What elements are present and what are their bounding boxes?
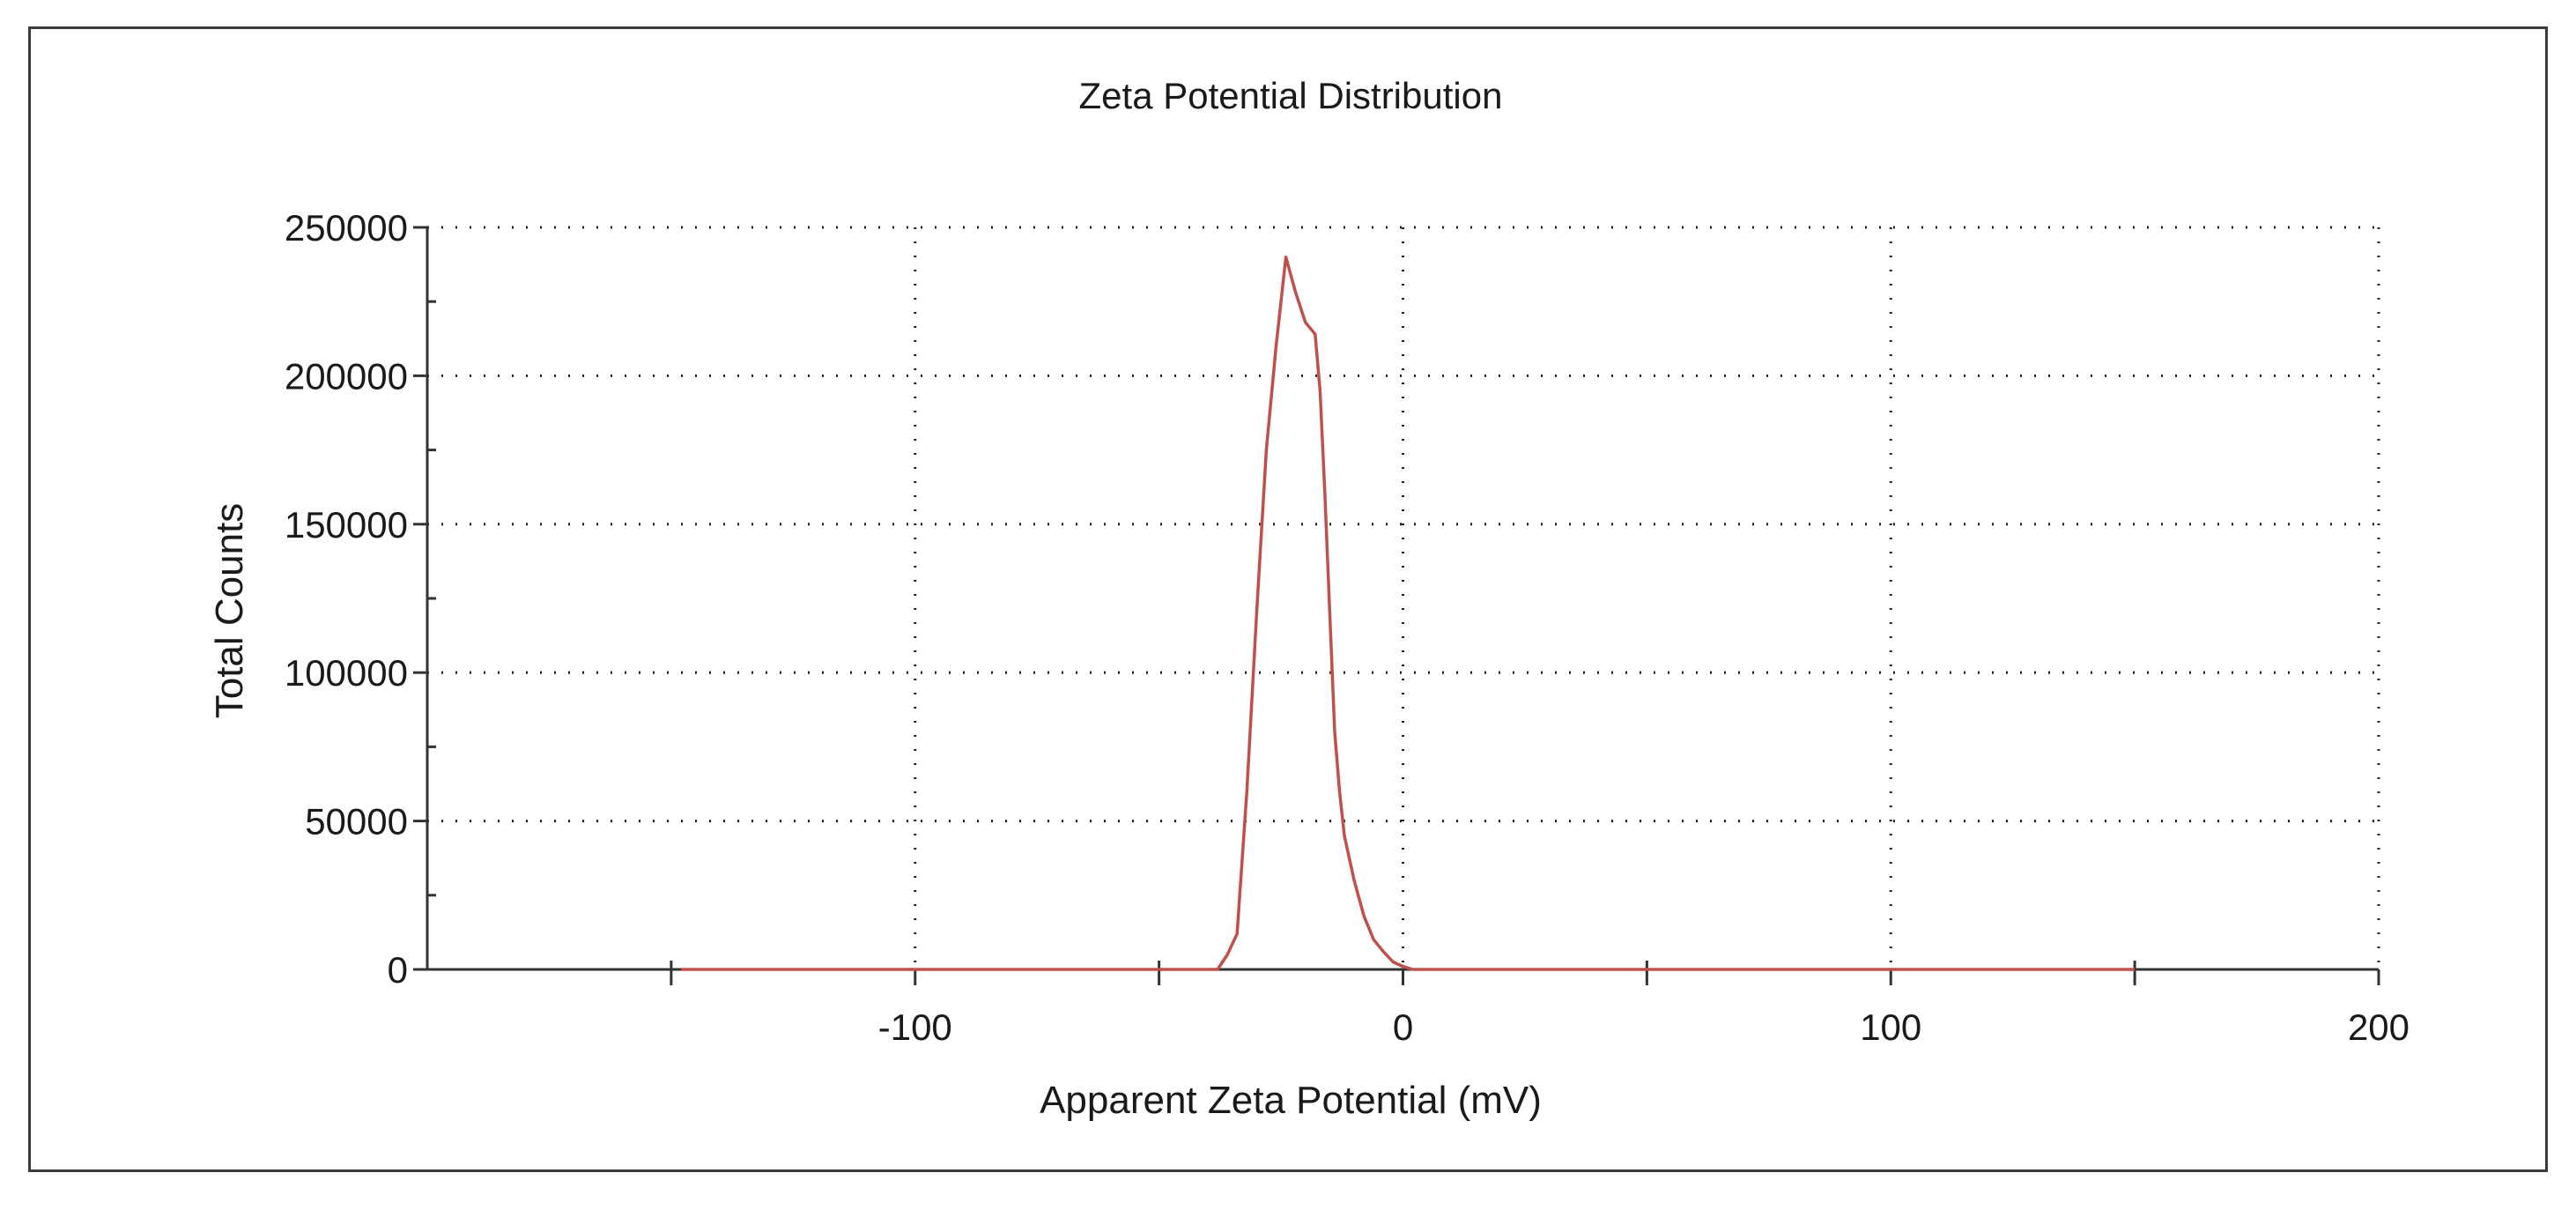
y-tick-label: 100000 [285, 652, 408, 694]
ticks: 0 50000 100000 150000 200000 250000 -100 0 100 20… [285, 207, 2409, 1048]
series-layer [681, 255, 2136, 971]
x-tick-label: 200 [2348, 1006, 2409, 1048]
grid-lines [427, 226, 2380, 969]
axes [426, 227, 2379, 971]
zeta-potential-chart: Zeta Potential Distribution 0 50000 100000… [208, 75, 2409, 1122]
y-tick-label: 250000 [285, 207, 408, 249]
series-line-total-counts [681, 255, 2136, 971]
figure-frame: Zeta Potential Distribution 0 50000 100000… [28, 26, 2548, 1172]
x-tick-label: -100 [878, 1006, 952, 1048]
y-tick-label: 150000 [285, 504, 408, 546]
x-tick-label: 100 [1860, 1006, 1921, 1048]
x-axis-label: Apparent Zeta Potential (mV) [1040, 1079, 1542, 1122]
y-tick-label: 50000 [305, 801, 408, 843]
x-tick-label: 0 [1393, 1006, 1413, 1048]
y-tick-label: 200000 [285, 355, 408, 397]
chart-title: Zeta Potential Distribution [1079, 75, 1503, 116]
y-tick-label: 0 [388, 949, 408, 991]
y-axis-label: Total Counts [208, 503, 251, 719]
